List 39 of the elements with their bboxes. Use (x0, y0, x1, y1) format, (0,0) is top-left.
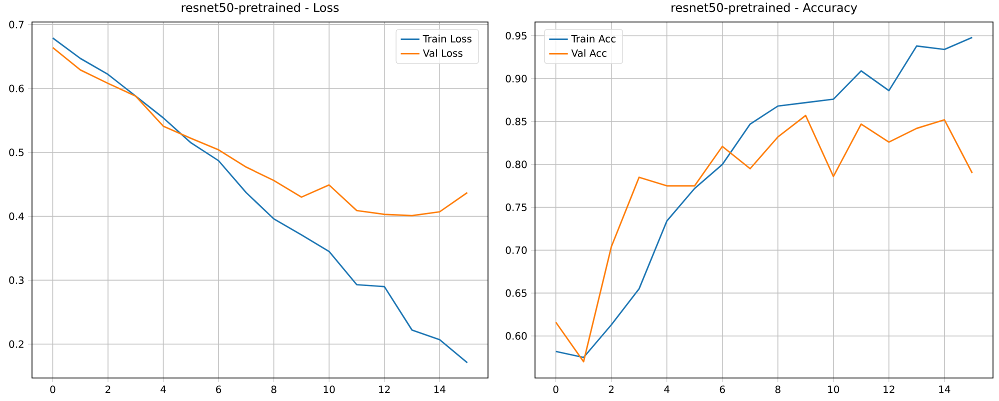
y-tick-label: 0.4 (9, 212, 24, 220)
x-tick-label: 4 (160, 386, 166, 393)
x-tick-label: 12 (884, 386, 894, 394)
chart-title: resnet50-pretrained - Loss (182, 2, 339, 14)
y-tick-label: 0.2 (9, 340, 24, 348)
x-tick-label: 6 (720, 386, 725, 394)
legend-label: Train Loss (422, 34, 472, 42)
x-tick-label: 8 (775, 386, 780, 394)
x-tick-label: 0 (553, 386, 558, 394)
x-tick-label: 0 (50, 386, 56, 394)
y-tick-label: 0.75 (506, 204, 527, 212)
y-tick-label: 0.70 (506, 246, 527, 254)
line-series (52, 46, 468, 216)
y-tick-label: 0.60 (506, 332, 527, 340)
x-tick-label: 6 (216, 386, 222, 394)
y-tick-label: 0.90 (506, 74, 527, 82)
y-tick-label: 0.7 (9, 20, 24, 28)
x-tick-label: 12 (379, 386, 390, 394)
x-tick-label: 2 (608, 386, 614, 394)
legend-label: Train Acc (571, 34, 616, 42)
line-series (555, 36, 973, 358)
line-series (555, 114, 973, 362)
y-tick-label: 0.3 (9, 276, 24, 284)
x-tick-label: 14 (939, 386, 950, 393)
y-tick-label: 0.85 (506, 118, 527, 126)
chart-title: resnet50-pretrained - Accuracy (672, 2, 858, 14)
x-tick-label: 8 (271, 386, 276, 394)
x-tick-label: 14 (434, 386, 446, 393)
y-tick-label: 0.95 (506, 32, 527, 40)
y-tick-label: 0.65 (506, 289, 527, 297)
y-tick-label: 0.80 (506, 160, 527, 168)
y-tick-label: 0.5 (9, 148, 24, 156)
x-tick-label: 10 (828, 386, 840, 394)
legend-label: Val Acc (571, 49, 606, 57)
x-tick-label: 10 (324, 386, 335, 394)
legend-label: Val Loss (422, 49, 462, 57)
y-tick-label: 0.6 (9, 84, 24, 92)
x-tick-label: 2 (106, 386, 110, 394)
x-tick-label: 4 (664, 386, 670, 393)
